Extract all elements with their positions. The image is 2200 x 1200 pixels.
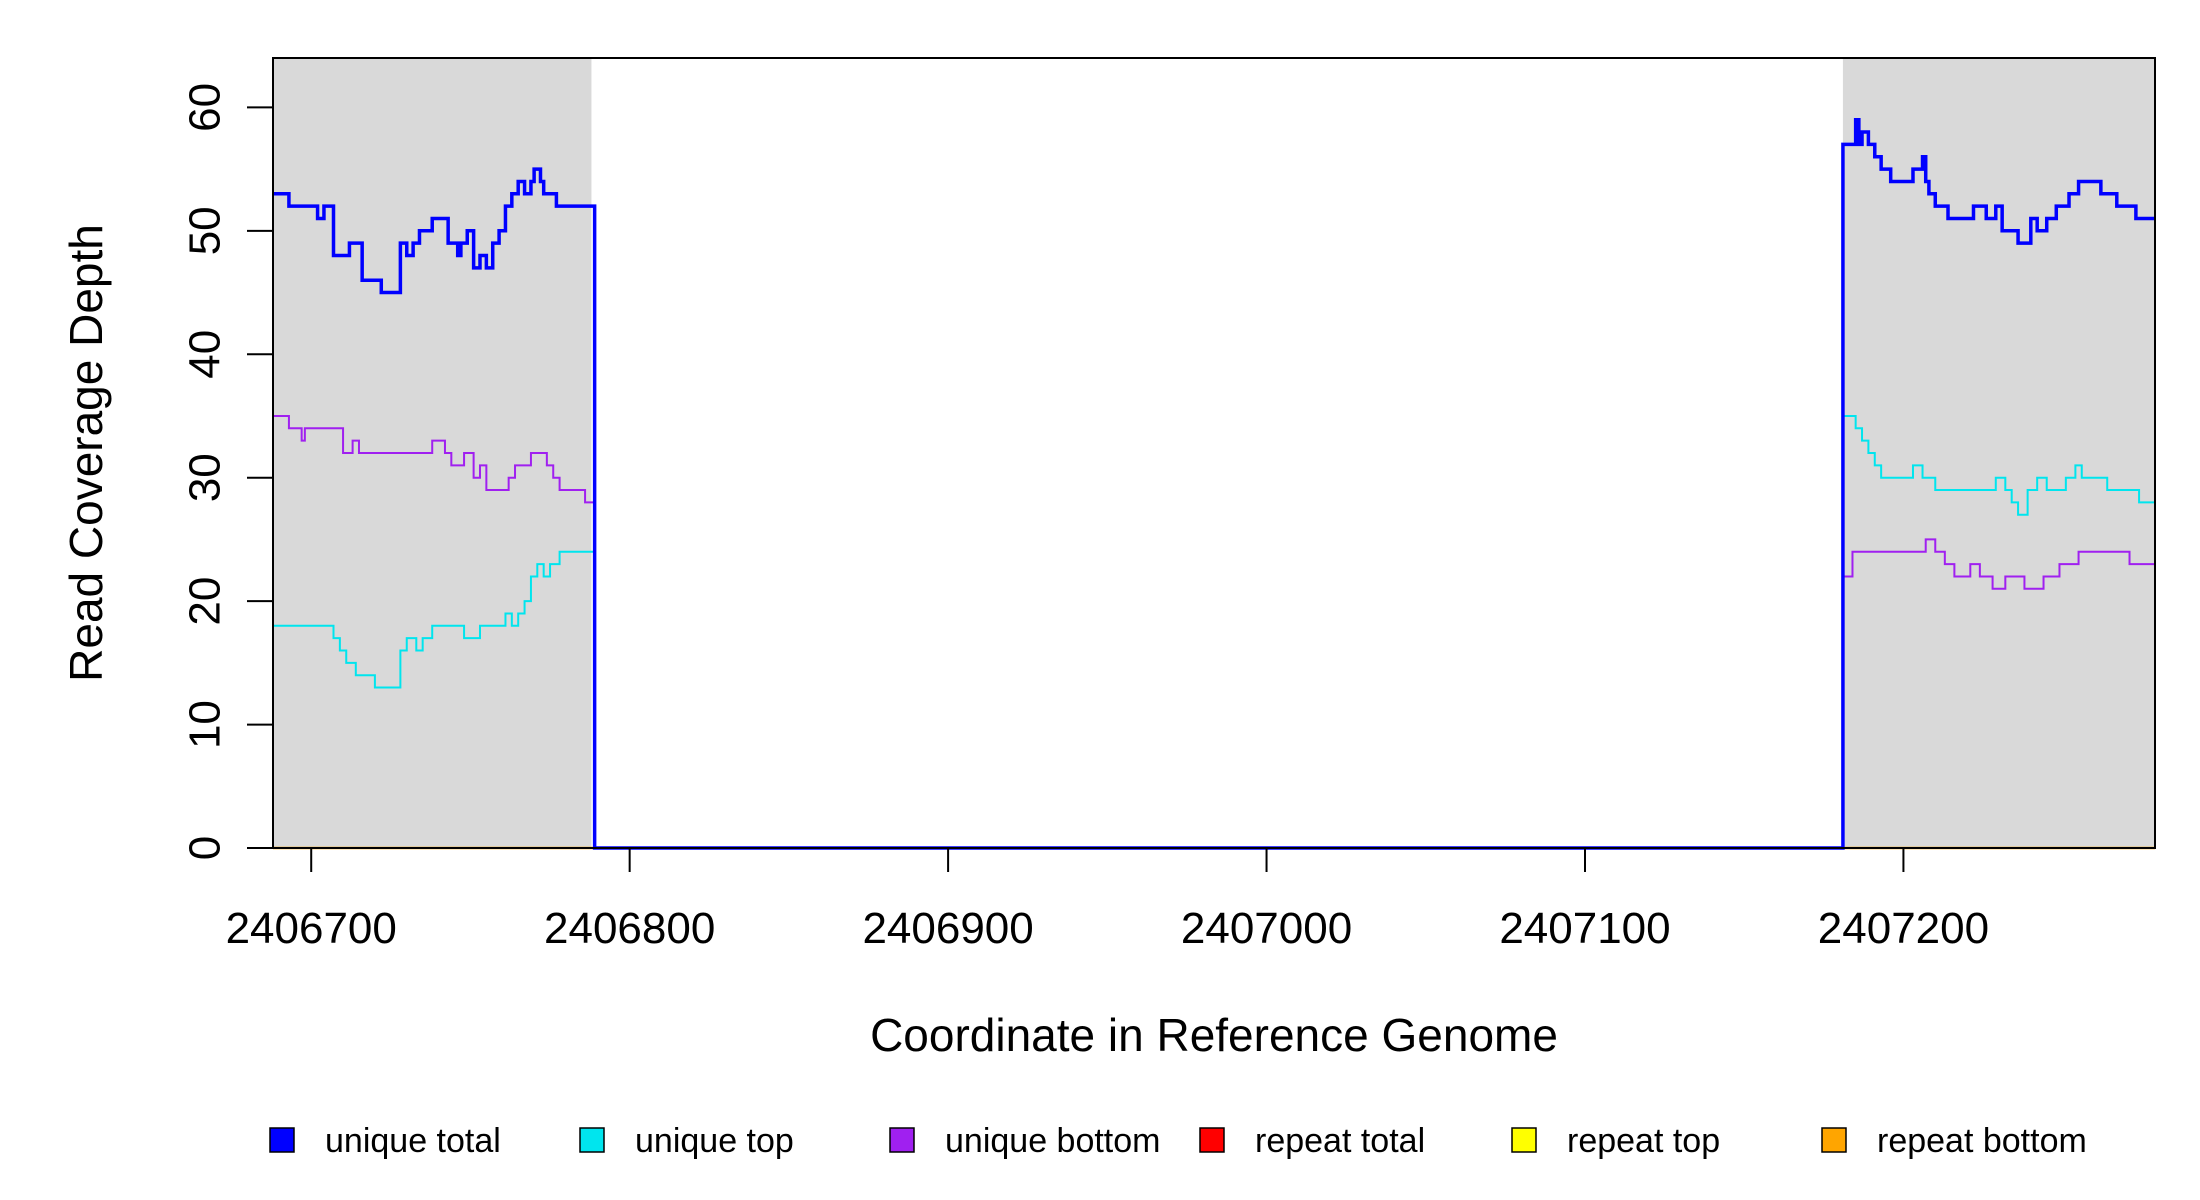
legend-swatch <box>1821 1127 1847 1153</box>
legend-label: repeat total <box>1255 1122 1425 1160</box>
shaded-region-2 <box>1842 58 2155 848</box>
series-line-unique-bottom <box>273 414 2155 849</box>
legend-item-unique-total: unique total <box>269 1122 501 1160</box>
y-tick-label: 50 <box>181 206 230 255</box>
legend-item-unique-top: unique top <box>579 1122 794 1160</box>
legend-label: unique bottom <box>945 1122 1161 1160</box>
legend-label: unique top <box>635 1122 794 1160</box>
y-tick-label: 0 <box>181 836 230 860</box>
y-tick-label: 20 <box>181 577 230 626</box>
legend-swatch <box>1199 1127 1225 1153</box>
legend-item-unique-bottom: unique bottom <box>889 1122 1161 1160</box>
x-tick-label: 2407100 <box>1499 904 1670 953</box>
series-line-unique-total <box>273 117 2155 850</box>
legend-label: repeat top <box>1567 1122 1720 1160</box>
x-tick-label: 2407000 <box>1181 904 1352 953</box>
legend-item-repeat-total: repeat total <box>1199 1122 1425 1160</box>
legend-swatch <box>269 1127 295 1153</box>
legend-item-repeat-bottom: repeat bottom <box>1821 1122 2087 1160</box>
y-tick-label: 10 <box>181 700 230 749</box>
legend: unique total unique top unique bottom repea… <box>269 1122 2087 1160</box>
y-tick-label: 30 <box>181 453 230 502</box>
x-tick-label: 2406900 <box>862 904 1033 953</box>
x-tick-label: 2406800 <box>544 904 715 953</box>
legend-swatch <box>1511 1127 1537 1153</box>
legend-label: repeat bottom <box>1877 1122 2087 1160</box>
y-tick-label: 40 <box>181 330 230 379</box>
legend-swatch <box>579 1127 605 1153</box>
x-tick-label: 2406700 <box>226 904 397 953</box>
y-axis-title: Read Coverage Depth <box>60 224 112 682</box>
legend-label: unique total <box>325 1122 501 1160</box>
x-axis-title: Coordinate in Reference Genome <box>870 1009 1558 1061</box>
y-axis: 0 10 20 30 40 50 60 <box>181 83 274 860</box>
legend-swatch <box>889 1127 915 1153</box>
x-tick-label: 2407200 <box>1818 904 1989 953</box>
legend-item-repeat-top: repeat top <box>1511 1122 1720 1160</box>
x-axis: 2406700 2406800 2406900 2407000 2407100 24072… <box>226 847 1989 953</box>
y-tick-label: 60 <box>181 83 230 132</box>
